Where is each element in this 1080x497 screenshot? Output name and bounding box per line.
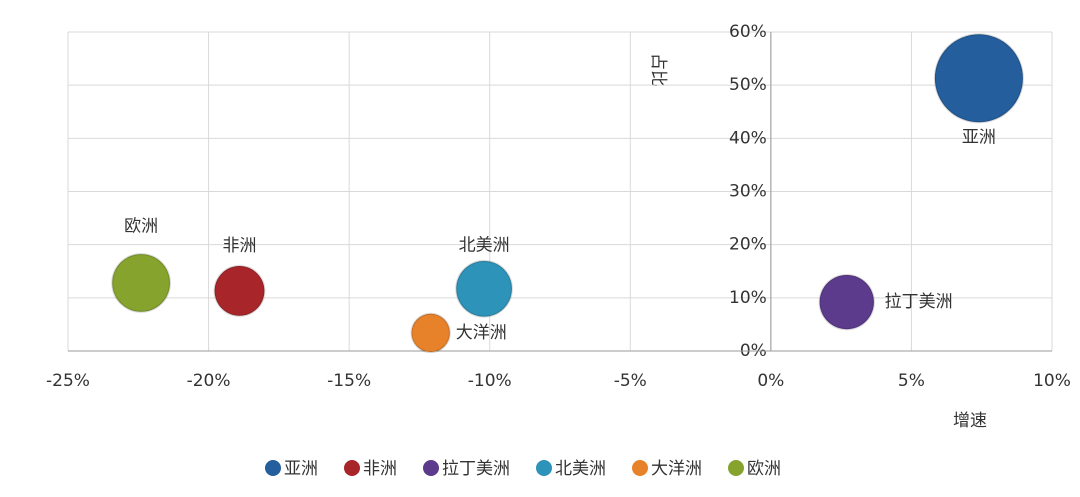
data-label: 大洋洲 bbox=[456, 323, 507, 343]
bubble bbox=[818, 273, 875, 331]
legend-marker bbox=[344, 460, 360, 476]
legend-marker bbox=[423, 460, 439, 476]
bubble bbox=[410, 312, 451, 354]
x-tick-label: 10% bbox=[1033, 371, 1071, 391]
x-tick-label: -10% bbox=[468, 371, 512, 391]
x-tick-label: -5% bbox=[614, 371, 647, 391]
data-label: 亚洲 bbox=[962, 128, 996, 148]
bubble bbox=[933, 33, 1024, 124]
legend-marker bbox=[265, 460, 281, 476]
data-label: 欧洲 bbox=[124, 217, 158, 237]
y-tick-label: 50% bbox=[729, 75, 767, 95]
x-tick-label: 0% bbox=[757, 371, 784, 391]
y-tick-label: 40% bbox=[729, 128, 767, 148]
x-axis-label: 增速 bbox=[953, 411, 987, 431]
data-label: 拉丁美洲 bbox=[885, 292, 953, 312]
bubble bbox=[213, 265, 266, 317]
legend-label: 大洋洲 bbox=[651, 459, 702, 479]
legend-marker bbox=[536, 460, 552, 476]
data-label: 北美洲 bbox=[459, 236, 510, 256]
y-tick-label: 30% bbox=[729, 182, 767, 202]
x-tick-label: 5% bbox=[898, 371, 925, 391]
legend-label: 拉丁美洲 bbox=[442, 459, 510, 479]
legend-label: 北美洲 bbox=[555, 459, 606, 479]
x-tick-label: -20% bbox=[187, 371, 231, 391]
y-axis-label: 占比 bbox=[648, 53, 668, 87]
legend-marker bbox=[728, 460, 744, 476]
bubble bbox=[111, 253, 171, 313]
y-tick-label: 60% bbox=[729, 22, 767, 42]
x-tick-label: -25% bbox=[46, 371, 90, 391]
legend-label: 欧洲 bbox=[747, 459, 781, 479]
legend-label: 非洲 bbox=[363, 459, 397, 479]
y-tick-label: 20% bbox=[729, 235, 767, 255]
y-tick-label: 10% bbox=[729, 288, 767, 308]
legend-marker bbox=[632, 460, 648, 476]
x-tick-label: -15% bbox=[327, 371, 371, 391]
data-label: 非洲 bbox=[222, 236, 256, 256]
legend-label: 亚洲 bbox=[284, 459, 318, 479]
bubble bbox=[455, 259, 513, 318]
